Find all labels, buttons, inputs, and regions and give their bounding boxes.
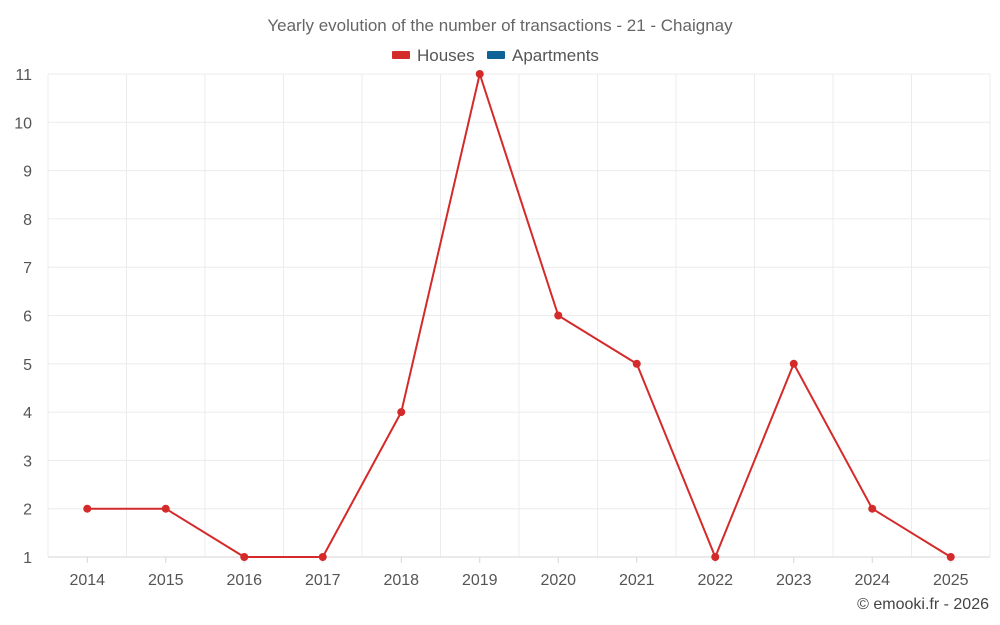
data-point[interactable] xyxy=(868,504,877,513)
legend-item-apartments[interactable]: Apartments xyxy=(487,46,599,65)
x-axis-ticks: 2014 2015 2016 2017 2018 2019 2020 2021 2022 2023… xyxy=(69,557,969,589)
x-tick-label: 2018 xyxy=(383,572,419,589)
chart-title: Yearly evolution of the number of transa… xyxy=(267,16,733,35)
x-tick-label: 2023 xyxy=(776,572,812,589)
y-tick-label: 9 xyxy=(23,164,32,181)
x-tick-label: 2016 xyxy=(226,572,262,589)
x-tick-label: 2020 xyxy=(540,572,576,589)
y-tick-label: 5 xyxy=(23,357,32,374)
x-tick-label: 2019 xyxy=(462,572,498,589)
x-tick-label: 2014 xyxy=(69,572,105,589)
data-point[interactable] xyxy=(83,504,92,513)
x-tick-label: 2021 xyxy=(619,572,655,589)
legend-item-houses[interactable]: Houses xyxy=(392,46,475,65)
x-tick-label: 2024 xyxy=(854,572,890,589)
legend: Houses Apartments xyxy=(392,46,599,65)
series-line-houses xyxy=(87,73,952,558)
data-point[interactable] xyxy=(318,553,327,561)
credit-text: © emooki.fr - 2026 xyxy=(857,596,989,613)
x-tick-label: 2017 xyxy=(305,572,341,589)
y-axis-ticks: 1 2 3 4 5 6 7 8 9 10 11 xyxy=(14,67,32,567)
data-point[interactable] xyxy=(161,504,170,513)
y-tick-label: 1 xyxy=(23,550,32,567)
y-tick-label: 4 xyxy=(23,405,32,422)
y-tick-label: 3 xyxy=(23,453,32,470)
y-tick-label: 7 xyxy=(23,260,32,277)
y-tick-label: 10 xyxy=(14,115,32,132)
legend-label-apartments: Apartments xyxy=(512,46,599,65)
y-tick-label: 6 xyxy=(23,309,32,326)
data-point[interactable] xyxy=(240,553,249,561)
legend-swatch-houses xyxy=(392,51,410,59)
legend-swatch-apartments xyxy=(487,51,505,59)
x-tick-label: 2015 xyxy=(148,572,184,589)
y-tick-label: 11 xyxy=(15,67,32,84)
data-point[interactable] xyxy=(632,359,641,368)
x-tick-label: 2025 xyxy=(933,572,969,589)
y-tick-label: 2 xyxy=(23,502,32,519)
legend-label-houses: Houses xyxy=(417,46,475,65)
data-point[interactable] xyxy=(475,70,484,78)
data-point[interactable] xyxy=(946,553,955,561)
data-point[interactable] xyxy=(789,359,798,368)
x-tick-label: 2022 xyxy=(697,572,733,589)
series-houses xyxy=(83,70,955,561)
data-point[interactable] xyxy=(397,408,406,417)
y-tick-label: 8 xyxy=(23,212,32,229)
data-point[interactable] xyxy=(554,311,563,320)
data-point[interactable] xyxy=(711,553,720,561)
grid xyxy=(47,73,991,558)
